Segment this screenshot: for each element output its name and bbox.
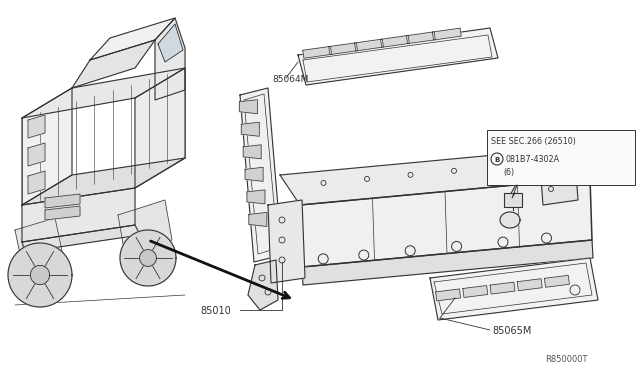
Polygon shape	[406, 32, 435, 44]
Polygon shape	[22, 225, 140, 252]
Polygon shape	[570, 142, 614, 178]
Polygon shape	[430, 258, 598, 320]
Polygon shape	[247, 190, 265, 204]
Text: 081B7-4302A: 081B7-4302A	[505, 155, 559, 164]
Text: B: B	[494, 157, 499, 163]
Polygon shape	[302, 240, 593, 285]
Polygon shape	[31, 265, 50, 285]
Polygon shape	[500, 212, 520, 228]
Bar	[504, 193, 522, 207]
Polygon shape	[249, 212, 267, 227]
Polygon shape	[433, 28, 461, 40]
Polygon shape	[241, 122, 259, 136]
Polygon shape	[298, 28, 498, 85]
Polygon shape	[300, 178, 592, 267]
Polygon shape	[280, 148, 590, 205]
Text: 85064M: 85064M	[272, 75, 308, 84]
Polygon shape	[8, 243, 72, 307]
Polygon shape	[540, 160, 578, 205]
Polygon shape	[245, 167, 263, 181]
Polygon shape	[15, 218, 65, 278]
Polygon shape	[28, 171, 45, 194]
Polygon shape	[381, 35, 410, 47]
Polygon shape	[240, 88, 282, 262]
Text: R850000T: R850000T	[545, 355, 588, 364]
Polygon shape	[45, 206, 80, 220]
Polygon shape	[135, 68, 185, 188]
Polygon shape	[22, 158, 185, 205]
Polygon shape	[239, 100, 257, 114]
Bar	[487, 130, 635, 185]
Polygon shape	[329, 43, 358, 55]
Polygon shape	[243, 145, 261, 159]
Polygon shape	[72, 40, 155, 88]
Polygon shape	[22, 188, 135, 242]
Polygon shape	[490, 282, 515, 294]
Polygon shape	[268, 200, 305, 283]
Text: 85010: 85010	[200, 306, 231, 316]
Polygon shape	[118, 200, 172, 255]
Polygon shape	[517, 279, 542, 291]
Polygon shape	[155, 18, 185, 100]
Polygon shape	[436, 289, 461, 301]
Polygon shape	[22, 68, 185, 118]
Polygon shape	[545, 275, 570, 287]
Text: SEE SEC.266 (26510): SEE SEC.266 (26510)	[491, 137, 576, 146]
Text: (6): (6)	[503, 168, 514, 177]
Polygon shape	[248, 260, 278, 310]
Polygon shape	[303, 46, 332, 58]
Polygon shape	[28, 143, 45, 166]
Polygon shape	[22, 88, 72, 205]
Polygon shape	[140, 250, 156, 266]
Polygon shape	[90, 18, 175, 60]
Polygon shape	[45, 194, 80, 208]
Polygon shape	[463, 286, 488, 298]
Polygon shape	[158, 24, 183, 62]
Polygon shape	[120, 230, 176, 286]
Polygon shape	[355, 39, 383, 51]
Polygon shape	[28, 115, 45, 138]
Text: 85065M: 85065M	[492, 326, 531, 336]
